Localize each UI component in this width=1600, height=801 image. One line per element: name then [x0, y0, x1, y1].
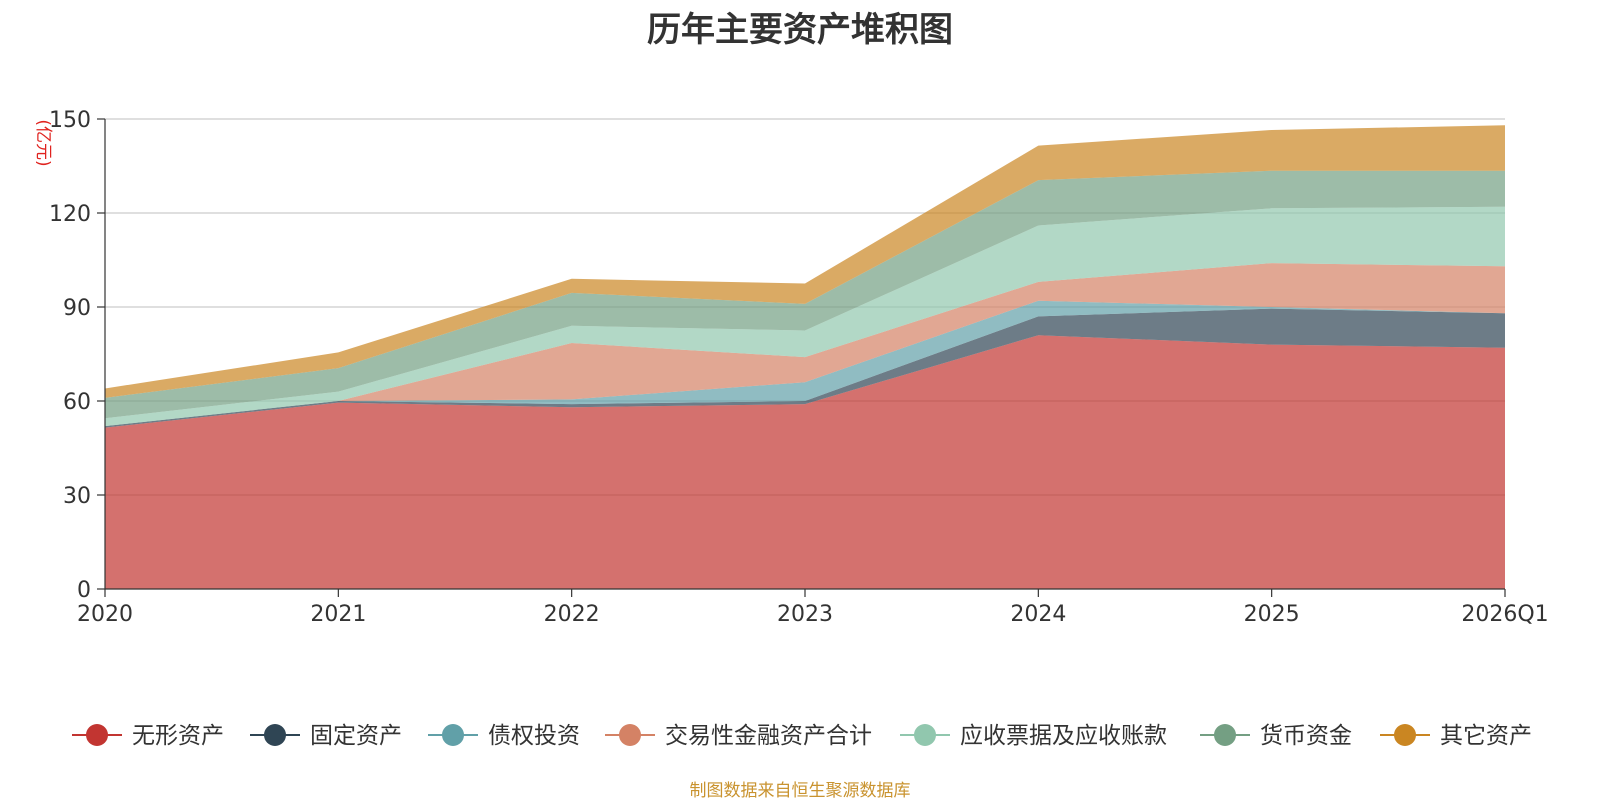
x-tick-label: 2021: [310, 602, 366, 627]
y-axis-unit-label: (亿元): [33, 119, 53, 166]
x-tick-label: 2023: [777, 602, 833, 627]
x-tick-label: 2020: [77, 602, 133, 627]
legend-marker: [264, 724, 286, 746]
legend-marker: [1214, 724, 1236, 746]
legend-item-0[interactable]: 无形资产: [72, 723, 224, 749]
area-series-2[interactable]: [105, 300, 1505, 427]
legend-marker: [914, 724, 936, 746]
area-layer: [105, 125, 1505, 589]
legend-item-6[interactable]: 其它资产: [1380, 723, 1532, 749]
legend-label: 交易性金融资产合计: [665, 723, 872, 749]
data-source-note: 制图数据来自恒生聚源数据库: [689, 781, 911, 801]
y-tick-label: 60: [63, 390, 91, 415]
x-tick-label: 2025: [1244, 602, 1300, 627]
y-tick-label: 90: [63, 296, 91, 321]
legend-item-5[interactable]: 货币资金: [1200, 723, 1352, 749]
legend-item-4[interactable]: 应收票据及应收账款: [900, 723, 1167, 749]
y-tick-label: 30: [63, 484, 91, 509]
legend-item-2[interactable]: 债权投资: [428, 723, 580, 749]
legend-label: 固定资产: [310, 723, 402, 749]
legend-label: 债权投资: [488, 723, 580, 749]
legend-marker: [86, 724, 108, 746]
legend-label: 其它资产: [1440, 723, 1532, 749]
y-tick-label: 0: [77, 578, 91, 603]
area-series-0[interactable]: [105, 335, 1505, 589]
legend-label: 无形资产: [132, 723, 224, 749]
area-series-1[interactable]: [105, 308, 1505, 428]
area-series-5[interactable]: [105, 170, 1505, 419]
y-tick-label: 150: [49, 108, 91, 133]
legend[interactable]: 无形资产 固定资产 债权投资 交易性金融资产合计 应收票据及应收账款 货币资金 其它资产: [72, 723, 1532, 749]
legend-label: 货币资金: [1260, 723, 1352, 749]
legend-marker: [442, 724, 464, 746]
chart-title: 历年主要资产堆积图: [647, 10, 953, 50]
area-series-4[interactable]: [105, 206, 1505, 427]
y-tick-label: 120: [49, 202, 91, 227]
x-tick-label: 2024: [1010, 602, 1066, 627]
axis-layer: 0 30 60 90 120 150 2020 2021 2022 2023 2024 2025 202…: [49, 108, 1549, 627]
legend-item-3[interactable]: 交易性金融资产合计: [605, 723, 872, 749]
legend-marker: [619, 724, 641, 746]
area-series-6[interactable]: [105, 125, 1505, 398]
area-series-3[interactable]: [105, 263, 1505, 427]
x-tick-label: 2022: [544, 602, 600, 627]
x-tick-label: 2026Q1: [1461, 602, 1548, 627]
legend-label: 应收票据及应收账款: [960, 723, 1167, 749]
legend-item-1[interactable]: 固定资产: [250, 723, 402, 749]
legend-marker: [1394, 724, 1416, 746]
